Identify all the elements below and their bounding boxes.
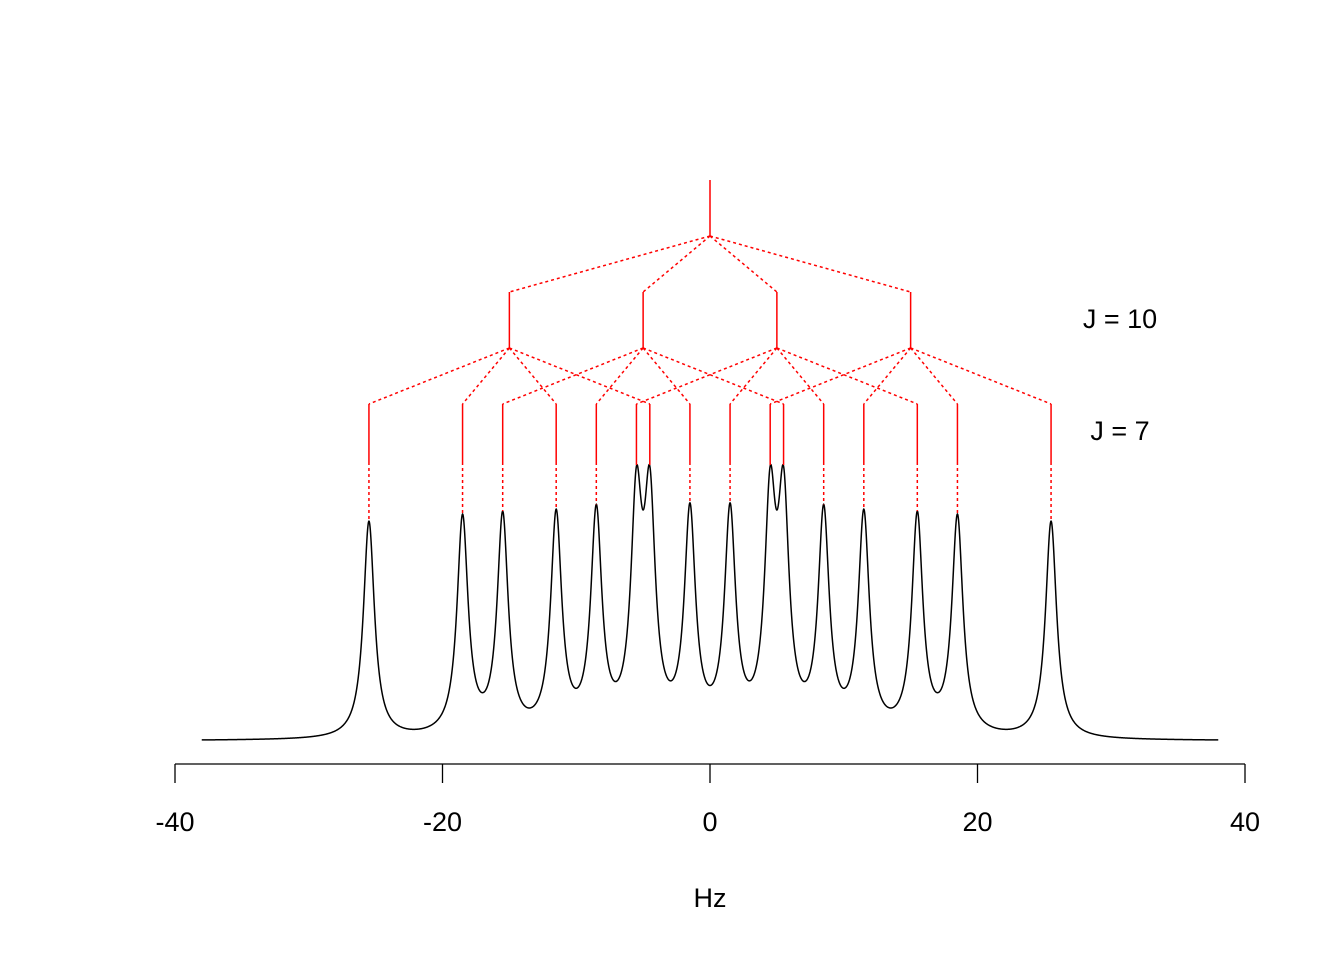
tree-connector [595, 347, 644, 405]
x-tick-label: -40 [155, 807, 194, 837]
tree-connector [729, 347, 778, 405]
tree-connector [642, 235, 711, 293]
tree-connector [509, 347, 651, 405]
tree-connector [368, 347, 510, 405]
x-tick-label: 40 [1230, 807, 1260, 837]
tree-connector [508, 347, 557, 405]
tree-connector [769, 347, 911, 405]
tree-connector [642, 347, 784, 405]
tree-connector [636, 347, 778, 405]
x-axis-label: Hz [694, 883, 727, 913]
tree-connector [910, 347, 1052, 405]
tree-connector [709, 235, 778, 293]
tree-connector [776, 347, 918, 405]
tree-connector [461, 347, 510, 405]
x-tick-label: 20 [962, 807, 992, 837]
x-tick-label: 0 [702, 807, 717, 837]
tree-connector [642, 347, 691, 405]
coupling-label: J = 7 [1090, 416, 1149, 446]
tree-connector [776, 347, 825, 405]
tree-connector [502, 347, 644, 405]
coupling-label: J = 10 [1083, 304, 1157, 334]
spectrum-curve [201, 463, 1219, 741]
tree-connector [709, 235, 911, 293]
tree-connector [863, 347, 912, 405]
x-tick-label: -20 [423, 807, 462, 837]
tree-connector [910, 347, 959, 405]
tree-connector [509, 235, 711, 293]
